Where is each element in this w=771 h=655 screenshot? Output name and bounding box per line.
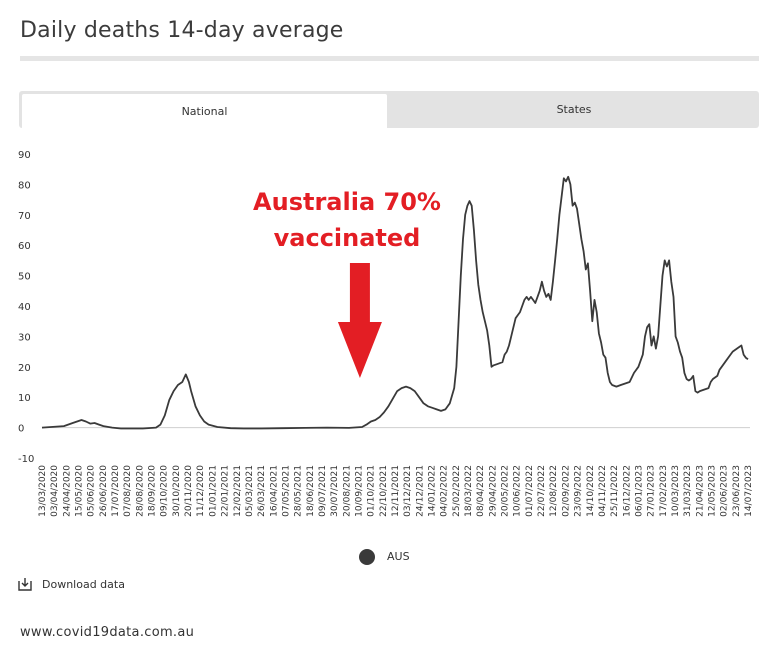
x-tick-label: 14/07/2023	[744, 465, 754, 517]
x-tick-label: 03/04/2020	[50, 465, 60, 517]
y-tick-label: 40	[18, 302, 31, 313]
x-tick-label: 14/10/2022	[586, 465, 596, 517]
source-url: www.covid19data.com.au	[20, 625, 195, 640]
x-tick-label: 02/06/2023	[720, 465, 730, 517]
y-tick-label: 70	[18, 211, 31, 222]
x-tick-label: 23/09/2022	[574, 465, 584, 517]
series-line-aus[interactable]	[41, 175, 749, 430]
x-tick-label: 01/01/2021	[208, 465, 218, 517]
x-tick-label: 24/12/2021	[415, 465, 425, 517]
x-tick-label: 25/11/2022	[610, 465, 620, 517]
x-tick-label: 26/06/2020	[99, 465, 109, 517]
x-tick-label: 09/07/2021	[318, 465, 328, 517]
y-tick-label: 60	[18, 241, 31, 252]
annotation-line-2: vaccinated	[274, 224, 421, 252]
legend-label-aus[interactable]: AUS	[387, 550, 410, 563]
x-tick-label: 12/05/2023	[707, 465, 717, 517]
x-tick-label: 10/03/2023	[671, 465, 681, 517]
x-tick-label: 10/09/2021	[354, 465, 364, 517]
tab-states[interactable]: States	[556, 103, 592, 116]
x-tick-label: 04/11/2022	[598, 465, 608, 517]
x-tick-label: 30/07/2021	[330, 465, 340, 517]
x-tick-label: 20/08/2021	[342, 465, 352, 517]
x-tick-label: 29/04/2022	[488, 465, 498, 517]
y-tick-label: 20	[18, 363, 31, 374]
x-tick-label: 26/03/2021	[257, 465, 267, 517]
x-tick-label: 22/01/2021	[221, 465, 231, 517]
x-tick-label: 05/03/2021	[245, 465, 255, 517]
x-tick-label: 28/08/2020	[135, 465, 145, 517]
download-data-button[interactable]: Download data	[18, 577, 125, 591]
y-tick-label: 30	[18, 332, 31, 343]
x-tick-label: 13/03/2020	[38, 465, 48, 517]
legend-marker-aus[interactable]	[359, 549, 375, 565]
download-label: Download data	[42, 577, 125, 591]
x-tick-label: 24/04/2020	[62, 465, 72, 517]
x-tick-label: 28/05/2021	[294, 465, 304, 517]
x-tick-label: 16/12/2022	[622, 465, 632, 517]
x-tick-label: 22/07/2022	[537, 465, 547, 517]
annotation-line-1: Australia 70%	[253, 188, 441, 216]
y-tick-label: 0	[18, 424, 24, 435]
x-tick-label: 05/06/2020	[87, 465, 97, 517]
x-tick-label: 12/08/2022	[549, 465, 559, 517]
x-tick-label: 03/12/2021	[403, 465, 413, 517]
y-tick-label: 90	[18, 150, 31, 161]
y-tick-label: 80	[18, 180, 31, 191]
x-tick-label: 17/02/2023	[659, 465, 669, 517]
x-tick-label: 10/06/2022	[513, 465, 523, 517]
x-tick-label: 15/05/2020	[75, 465, 85, 517]
download-icon	[18, 578, 32, 591]
x-tick-label: 23/06/2023	[732, 465, 742, 517]
x-tick-label: 04/02/2022	[440, 465, 450, 517]
x-tick-label: 17/07/2020	[111, 465, 121, 517]
y-tick-label: -10	[18, 454, 34, 465]
x-tick-label: 14/01/2022	[428, 465, 438, 517]
x-tick-label: 31/03/2023	[683, 465, 693, 517]
x-tick-label: 18/06/2021	[306, 465, 316, 517]
x-tick-label: 08/04/2022	[476, 465, 486, 517]
x-tick-label: 18/03/2022	[464, 465, 474, 517]
x-tick-label: 22/10/2021	[379, 465, 389, 517]
view-tabs: National States	[19, 91, 759, 128]
chart-title: Daily deaths 14-day average	[20, 18, 344, 43]
x-tick-label: 21/04/2023	[695, 465, 705, 517]
x-tick-label: 20/05/2022	[501, 465, 511, 517]
tab-national[interactable]: National	[22, 94, 387, 128]
x-tick-label: 07/05/2021	[281, 465, 291, 517]
x-tick-label: 30/10/2020	[172, 465, 182, 517]
x-tick-label: 06/01/2023	[634, 465, 644, 517]
annotation-arrow-icon	[337, 263, 382, 378]
x-tick-label: 01/10/2021	[367, 465, 377, 517]
x-tick-label: 25/02/2022	[452, 465, 462, 517]
x-tick-label: 02/09/2022	[561, 465, 571, 517]
x-tick-label: 18/09/2020	[148, 465, 158, 517]
x-tick-label: 07/08/2020	[123, 465, 133, 517]
x-tick-label: 27/01/2023	[647, 465, 657, 517]
line-chart: -10 0 10 20 30 40 50 60 70 80 90 13/03/2020 03/04/20…	[18, 150, 754, 517]
x-tick-label: 11/12/2020	[196, 465, 206, 517]
x-tick-label: 09/10/2020	[160, 465, 170, 517]
y-tick-label: 10	[18, 393, 31, 404]
y-tick-label: 50	[18, 272, 31, 283]
x-tick-label: 16/04/2021	[269, 465, 279, 517]
x-tick-label: 12/11/2021	[391, 465, 401, 517]
x-tick-label: 01/07/2022	[525, 465, 535, 517]
title-divider	[20, 56, 759, 61]
x-tick-label: 20/11/2020	[184, 465, 194, 517]
x-tick-label: 12/02/2021	[233, 465, 243, 517]
